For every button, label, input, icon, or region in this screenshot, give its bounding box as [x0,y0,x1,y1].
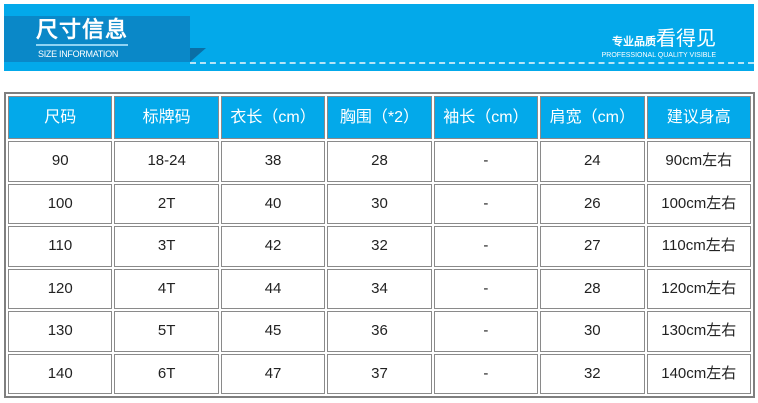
table-cell: 5T [114,311,219,352]
banner-subtitle: SIZE INFORMATION [38,49,119,59]
table-row: 140 6T 47 37-32 140cm左右 [8,353,751,394]
table-cell: 100cm左右 [646,183,751,224]
table-cell: 24 [540,141,645,182]
table-cell: 6T [114,353,219,394]
table-cell: 34 [327,268,432,309]
column-header: 衣长（cm） [220,96,326,139]
table-row: 90 18-24 38 28-24 90cm左右 [8,141,751,182]
header-row: 尺码 标牌码 衣长（cm） 胸围（*2） 袖长（cm） 肩宽（cm） 建议身高 [8,96,751,139]
table-cell: 110 [8,226,113,267]
table-cell: 28 [327,141,432,182]
column-header: 建议身高 [646,96,751,139]
table-cell: 44 [220,268,326,309]
header-banner: 尺寸信息 SIZE INFORMATION 专业品质看得见 PROFESSION… [4,4,754,71]
table-row: 130 5T 45 36-30 130cm左右 [8,311,751,352]
table-cell: 140 [8,353,113,394]
table-row: 100 2T 40 30-26 100cm左右 [8,183,751,224]
slogan-box: 专业品质看得见 PROFESSIONAL QUALITY VISIBLE [602,26,716,60]
slogan: 专业品质看得见 [612,26,716,50]
table-cell: - [433,268,539,309]
slogan-small: 专业品质 [612,35,656,48]
ribbon-fold [190,48,206,62]
table-cell: 38 [220,141,326,182]
table-cell: 2T [114,183,219,224]
banner-title: 尺寸信息 [36,18,129,46]
table-cell: 110cm左右 [646,226,751,267]
table-cell: - [433,141,539,182]
table-cell: 120cm左右 [646,268,751,309]
table-cell: 18-24 [114,141,219,182]
table-cell: 4T [114,268,219,309]
table-cell: 130cm左右 [646,311,751,352]
table-cell: 40 [220,183,326,224]
column-header: 袖长（cm） [433,96,539,139]
table-cell: 130 [8,311,113,352]
table-cell: 3T [114,226,219,267]
table-cell: 30 [327,183,432,224]
table-cell: - [433,183,539,224]
table-cell: - [433,353,539,394]
title-box: 尺寸信息 SIZE INFORMATION [4,16,190,62]
column-header: 标牌码 [114,96,219,139]
table-cell: 47 [220,353,326,394]
slogan-en: PROFESSIONAL QUALITY VISIBLE [601,52,716,59]
table-cell: - [433,226,539,267]
table-cell: 37 [327,353,432,394]
table-cell: 45 [220,311,326,352]
table-cell: 140cm左右 [646,353,751,394]
table-row: 110 3T 42 32-27 110cm左右 [8,226,751,267]
table-cell: 90cm左右 [646,141,751,182]
size-table: 尺码 标牌码 衣长（cm） 胸围（*2） 袖长（cm） 肩宽（cm） 建议身高 90 18-24… [4,92,755,398]
table-cell: 28 [540,268,645,309]
column-header: 肩宽（cm） [540,96,645,139]
table-cell: 27 [540,226,645,267]
slogan-big: 看得见 [656,26,716,50]
table-cell: 36 [327,311,432,352]
table-cell: 100 [8,183,113,224]
table-cell: 32 [540,353,645,394]
table-cell: 30 [540,311,645,352]
table-cell: 42 [220,226,326,267]
column-header: 尺码 [8,96,113,139]
table-cell: 90 [8,141,113,182]
dashed-divider [190,62,754,64]
table-cell: - [433,311,539,352]
table-cell: 26 [540,183,645,224]
table-cell: 120 [8,268,113,309]
column-header: 胸围（*2） [327,96,432,139]
table-row: 120 4T 44 34-28 120cm左右 [8,268,751,309]
table-cell: 32 [327,226,432,267]
